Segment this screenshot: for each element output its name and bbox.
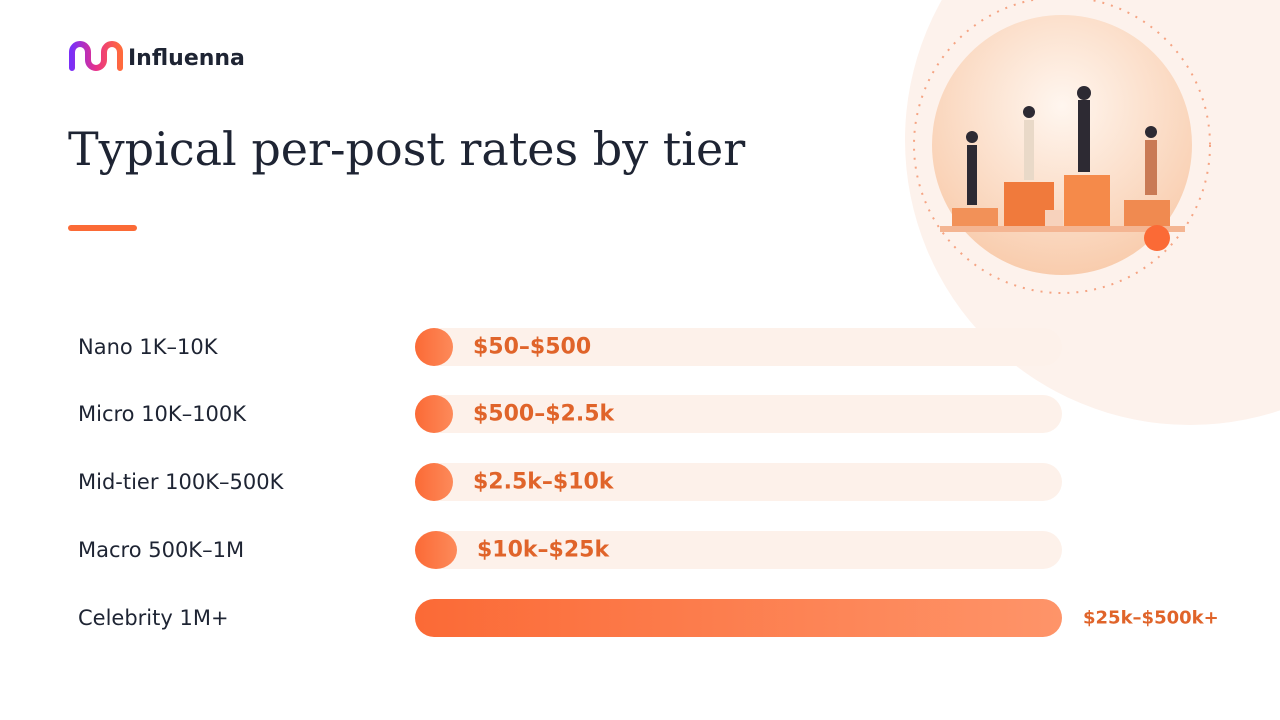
bar-track: $50–$500 [415, 328, 1062, 366]
logo-text: Influenna [128, 46, 245, 71]
bar-dot [415, 328, 453, 366]
bar-track: $500–$2.5k [415, 395, 1062, 433]
bar-track: $10k–$25k [415, 531, 1062, 569]
accent-dot [1144, 225, 1170, 251]
logo-mark [69, 41, 123, 71]
bar-dot [415, 463, 453, 501]
bar-full [415, 599, 1062, 637]
bar-dot [415, 531, 457, 569]
people [966, 86, 1157, 205]
podiums [940, 175, 1185, 232]
tier-label: Micro 10K–100K [78, 402, 247, 426]
tier-label: Nano 1K–10K [78, 335, 218, 359]
bar-track: $2.5k–$10k [415, 463, 1062, 501]
title: Typical per-post rates by tier [68, 122, 745, 176]
rate: $10k–$25k [477, 537, 610, 563]
tier-label: Mid-tier 100K–500K [78, 470, 284, 494]
rate: $500–$2.5k [473, 401, 615, 427]
tier-label: Macro 500K–1M [78, 538, 245, 562]
bar-dot [415, 395, 453, 433]
accent-line [68, 225, 137, 231]
rate: $2.5k–$10k [473, 469, 614, 495]
rate: $50–$500 [473, 334, 592, 360]
rate: $25k–$500k+ [1083, 607, 1219, 629]
dotted-ring [913, 0, 1211, 294]
tier-label: Celebrity 1M+ [78, 606, 229, 630]
